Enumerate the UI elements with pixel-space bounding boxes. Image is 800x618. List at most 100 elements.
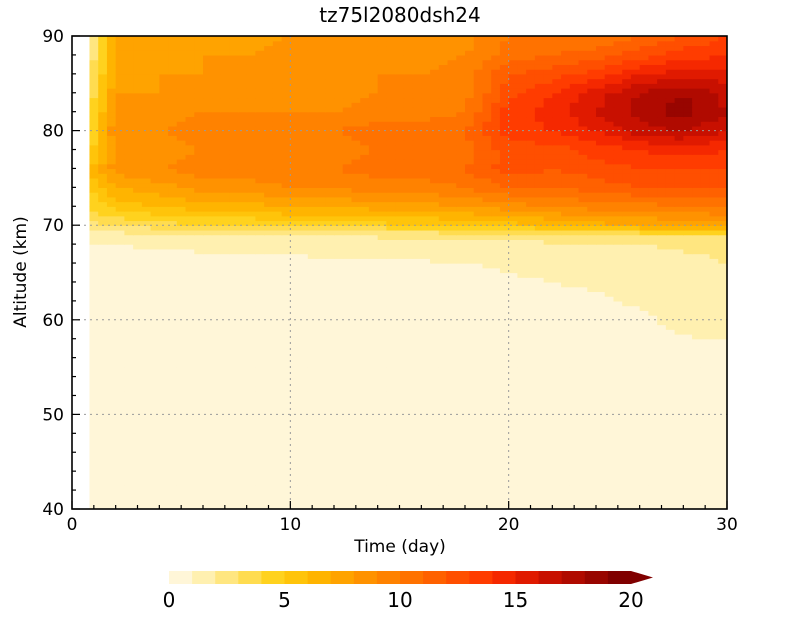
heatmap-cell	[395, 376, 405, 382]
heatmap-cell	[473, 348, 484, 354]
heatmap-cell	[700, 400, 711, 406]
heatmap-cell	[622, 192, 632, 198]
heatmap-cell	[683, 215, 693, 222]
heatmap-cell	[316, 343, 326, 349]
heatmap-cell	[255, 367, 265, 373]
heatmap-cell	[491, 433, 501, 439]
heatmap-cell	[255, 211, 265, 217]
heatmap-cell	[368, 480, 379, 486]
heatmap-cell	[307, 343, 318, 349]
heatmap-cell	[508, 348, 518, 354]
heatmap-cell	[430, 367, 440, 373]
heatmap-cell	[561, 296, 571, 302]
heatmap-cell	[403, 409, 414, 415]
heatmap-cell	[552, 286, 562, 293]
heatmap-cell	[552, 490, 562, 496]
heatmap-cell	[622, 267, 632, 274]
heatmap-cell	[299, 352, 309, 359]
heatmap-cell	[150, 362, 160, 368]
heatmap-cell	[368, 196, 379, 203]
heatmap-cell	[482, 234, 492, 240]
heatmap-cell	[264, 291, 274, 297]
heatmap-cell	[98, 182, 108, 188]
heatmap-cell	[229, 272, 239, 278]
heatmap-cell	[630, 390, 641, 397]
heatmap-cell	[552, 452, 562, 458]
heatmap-cell	[561, 348, 571, 354]
heatmap-cell	[386, 466, 396, 472]
heatmap-cell	[351, 258, 361, 264]
heatmap-cell	[447, 409, 457, 415]
heatmap-cell	[517, 499, 527, 505]
heatmap-cell	[718, 220, 727, 226]
heatmap-cell	[141, 357, 152, 363]
heatmap-cell	[334, 300, 344, 307]
heatmap-cell	[307, 466, 318, 472]
heatmap-cell	[613, 225, 623, 231]
heatmap-cell	[194, 315, 204, 321]
heatmap-cell	[674, 192, 684, 198]
heatmap-cell	[683, 263, 693, 269]
heatmap-cell	[569, 319, 580, 326]
heatmap-cell	[360, 338, 370, 345]
heatmap-cell	[709, 357, 719, 363]
heatmap-cell	[604, 419, 615, 425]
heatmap-cell	[185, 248, 195, 255]
heatmap-cell	[683, 475, 693, 482]
heatmap-cell	[578, 485, 588, 491]
heatmap-cell	[264, 395, 274, 401]
heatmap-cell	[159, 291, 169, 297]
heatmap-cell	[700, 291, 711, 297]
heatmap-cell	[508, 239, 518, 245]
heatmap-cell	[421, 475, 431, 482]
heatmap-cell	[578, 281, 588, 288]
heatmap-cell	[482, 494, 492, 501]
heatmap-cell	[709, 343, 719, 349]
heatmap-cell	[447, 211, 457, 217]
heatmap-cell	[115, 277, 125, 283]
heatmap-cell	[272, 206, 283, 212]
heatmap-cell	[700, 267, 711, 274]
heatmap-cell	[342, 348, 353, 354]
heatmap-cell	[674, 305, 684, 311]
heatmap-cell	[141, 187, 152, 193]
heatmap-cell	[368, 494, 379, 501]
heatmap-cell	[150, 433, 160, 439]
heatmap-cell	[168, 239, 178, 245]
heatmap-cell	[194, 215, 204, 222]
heatmap-cell	[534, 338, 545, 345]
heatmap-cell	[220, 244, 230, 250]
heatmap-cell	[421, 215, 431, 222]
heatmap-cell	[194, 182, 204, 188]
heatmap-cell	[316, 324, 326, 330]
heatmap-cell	[508, 300, 518, 307]
heatmap-cell	[403, 215, 414, 222]
heatmap-cell	[421, 319, 431, 326]
heatmap-cell	[351, 348, 361, 354]
heatmap-cell	[281, 192, 291, 198]
heatmap-cell	[106, 452, 117, 458]
heatmap-cell	[674, 267, 684, 274]
heatmap-cell	[264, 352, 274, 359]
heatmap-cell	[203, 201, 213, 207]
heatmap-cell	[255, 277, 265, 283]
heatmap-cell	[639, 504, 649, 509]
heatmap-cell	[360, 348, 370, 354]
heatmap-cell	[115, 229, 125, 236]
heatmap-cell	[264, 192, 274, 198]
heatmap-cell	[569, 310, 580, 316]
heatmap-cell	[290, 452, 300, 458]
heatmap-cell	[473, 220, 484, 226]
heatmap-cell	[604, 310, 615, 316]
heatmap-cell	[578, 442, 588, 449]
heatmap-cell	[657, 357, 667, 363]
heatmap-cell	[203, 300, 213, 307]
heatmap-cell	[176, 329, 187, 335]
heatmap-cell	[613, 305, 623, 311]
heatmap-cell	[508, 244, 518, 250]
heatmap-cell	[246, 461, 256, 468]
heatmap-cell	[133, 390, 143, 397]
heatmap-cell	[665, 234, 676, 240]
heatmap-cell	[237, 357, 248, 363]
heatmap-cell	[657, 371, 667, 378]
